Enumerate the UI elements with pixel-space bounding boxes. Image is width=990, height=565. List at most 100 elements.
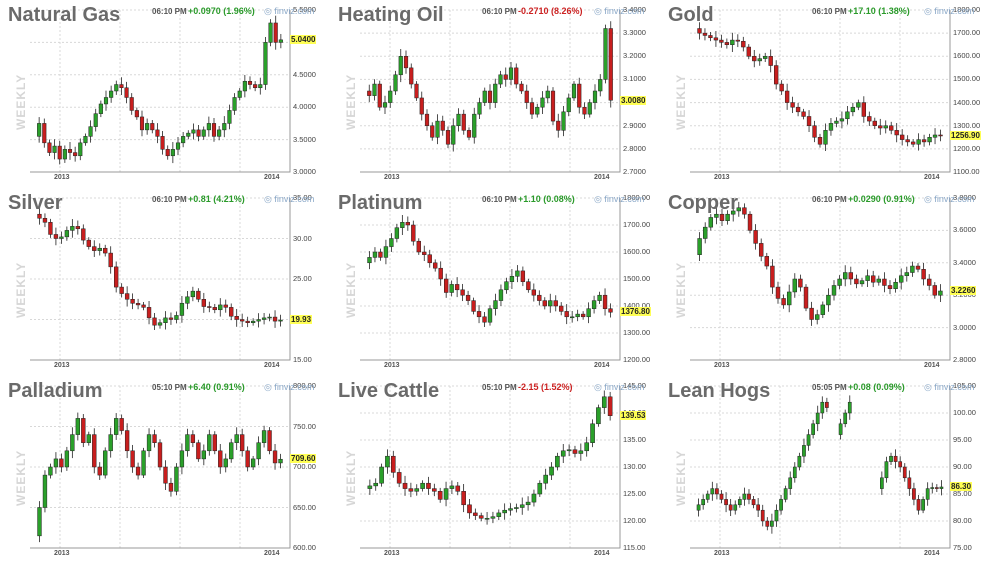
candle-body xyxy=(848,272,854,280)
x-tick-label: 2014 xyxy=(264,174,280,181)
candle-body xyxy=(747,213,753,231)
chart-panel-palladium[interactable]: 800.00 750.00 700.00 650.00 600.00 709.60 2013… xyxy=(0,376,330,564)
candle-body xyxy=(596,407,601,425)
candle-body xyxy=(59,458,64,468)
chart-panel-copper[interactable]: 3.80003.60003.40003.20003.00002.80003.22… xyxy=(660,188,990,376)
x-tick-label: 2013 xyxy=(384,362,400,369)
finviz-link[interactable]: ◎ finviz.com xyxy=(594,194,644,205)
candle-body xyxy=(114,266,119,288)
last-price-tag: 5.0400 xyxy=(290,34,317,44)
candle-body xyxy=(430,125,435,138)
quote-time: 06:10 PM xyxy=(152,7,187,16)
candle-body xyxy=(394,227,400,239)
candle-body xyxy=(53,458,59,468)
candle-body xyxy=(250,458,256,468)
y-tick-label: 1400.00 xyxy=(953,97,981,107)
candle-body xyxy=(893,455,898,462)
finviz-link[interactable]: ◎ finviz.com xyxy=(594,6,644,17)
last-price-tag: 1376.80 xyxy=(620,307,651,317)
candle-body xyxy=(854,278,859,285)
brand-label: finviz.com xyxy=(934,382,975,392)
candle-body xyxy=(37,123,42,137)
finviz-link[interactable]: ◎ finviz.com xyxy=(594,382,644,393)
weekly-watermark: WEEKLY xyxy=(674,261,688,318)
candle-body xyxy=(515,270,520,277)
finviz-link[interactable]: ◎ finviz.com xyxy=(264,6,314,17)
candle-body xyxy=(751,499,756,506)
last-price-tag: 709.60 xyxy=(290,454,317,464)
candle-body xyxy=(98,103,103,114)
candle-body xyxy=(930,487,935,489)
candle-body xyxy=(377,83,382,108)
y-tick-label: 3.8000 xyxy=(953,193,976,202)
chart-title: Heating Oil xyxy=(338,4,444,26)
candle-body xyxy=(388,90,393,103)
brand-label: finviz.com xyxy=(934,194,975,204)
finviz-link[interactable]: ◎ finviz.com xyxy=(924,382,974,393)
candle-body xyxy=(163,466,168,484)
quote-time: 06:10 PM xyxy=(812,7,847,16)
candle-body xyxy=(234,316,239,320)
candle-body xyxy=(201,129,206,137)
candle-body xyxy=(514,507,519,509)
finviz-link[interactable]: ◎ finviz.com xyxy=(264,194,314,205)
candle-body xyxy=(59,236,64,239)
y-tick-label: 2.7000 xyxy=(623,167,646,176)
last-price-tag: 86.30 xyxy=(950,481,973,491)
chart-panel-live-cattle[interactable]: 145.00140.00135.00130.00125.00120.00115.… xyxy=(330,376,660,564)
chart-panel-platinum[interactable]: 1800.00 1700.00 1600.00 1500.00 1400.00 1300.… xyxy=(330,188,660,376)
finviz-link[interactable]: ◎ finviz.com xyxy=(264,382,314,393)
candle-body xyxy=(97,466,102,476)
chart-panel-gold[interactable]: 1800.00 1700.00 1600.00 1500.00 1400.00 1300.… xyxy=(660,0,990,188)
candle-body xyxy=(543,474,548,484)
y-tick-label: 750.00 xyxy=(293,421,316,431)
candle-body xyxy=(253,84,258,89)
brand-label: finviz.com xyxy=(934,6,975,16)
candle-body xyxy=(730,210,736,215)
candle-body xyxy=(802,445,806,457)
candle-body xyxy=(850,106,856,113)
finviz-link[interactable]: ◎ finviz.com xyxy=(924,194,974,205)
y-tick-label: 90.00 xyxy=(953,462,972,471)
globe-icon: ◎ xyxy=(594,6,602,16)
candle-body xyxy=(545,90,550,99)
candle-body xyxy=(713,37,719,41)
candle-body xyxy=(792,278,798,293)
finviz-link[interactable]: ◎ finviz.com xyxy=(924,6,974,17)
y-tick-label: 3.2000 xyxy=(623,51,646,61)
candle-body xyxy=(705,493,710,500)
candle-body xyxy=(540,97,545,108)
candle-body xyxy=(823,130,828,145)
axis-frame xyxy=(690,198,951,361)
y-tick-label: 135.00 xyxy=(623,435,646,444)
y-tick-label: 1200.00 xyxy=(623,355,651,364)
chart-panel-heating-oil[interactable]: 3.40003.30003.20003.10003.00002.90002.80… xyxy=(330,0,660,188)
candle-body xyxy=(572,449,578,454)
candle-body xyxy=(52,145,57,153)
y-tick-label: 1600.00 xyxy=(623,247,651,256)
brand-label: finviz.com xyxy=(274,194,315,204)
candle-body xyxy=(571,83,577,99)
candle-body xyxy=(163,317,168,323)
candle-body xyxy=(135,303,141,306)
x-tick-label: 2014 xyxy=(594,550,610,557)
weekly-watermark: WEEKLY xyxy=(344,449,358,506)
chart-panel-lean-hogs[interactable]: 105.00 100.00 95.00 90.00 85.00 80.00 75.00 86.… xyxy=(660,376,990,564)
candle-body xyxy=(560,450,566,457)
candle-body xyxy=(372,83,377,96)
chart-panel-natural-gas[interactable]: 5.50005.00004.50004.00003.50003.00005.04… xyxy=(0,0,330,188)
candle-body xyxy=(590,423,595,443)
candle-body xyxy=(529,102,535,115)
y-tick-label: 15.00 xyxy=(293,355,312,364)
candle-body xyxy=(524,90,529,103)
brand-label: finviz.com xyxy=(604,382,645,392)
chart-panel-silver[interactable]: 35.0030.0025.0020.0015.0019.9320132014WE… xyxy=(0,188,330,376)
candle-body xyxy=(108,434,113,452)
axis-frame xyxy=(30,386,291,549)
candle-body xyxy=(912,488,916,500)
candle-body xyxy=(451,125,456,145)
y-tick-label: 3.4000 xyxy=(953,257,976,267)
candle-body xyxy=(403,56,409,69)
candle-body xyxy=(550,90,556,122)
candle-body xyxy=(608,28,613,101)
